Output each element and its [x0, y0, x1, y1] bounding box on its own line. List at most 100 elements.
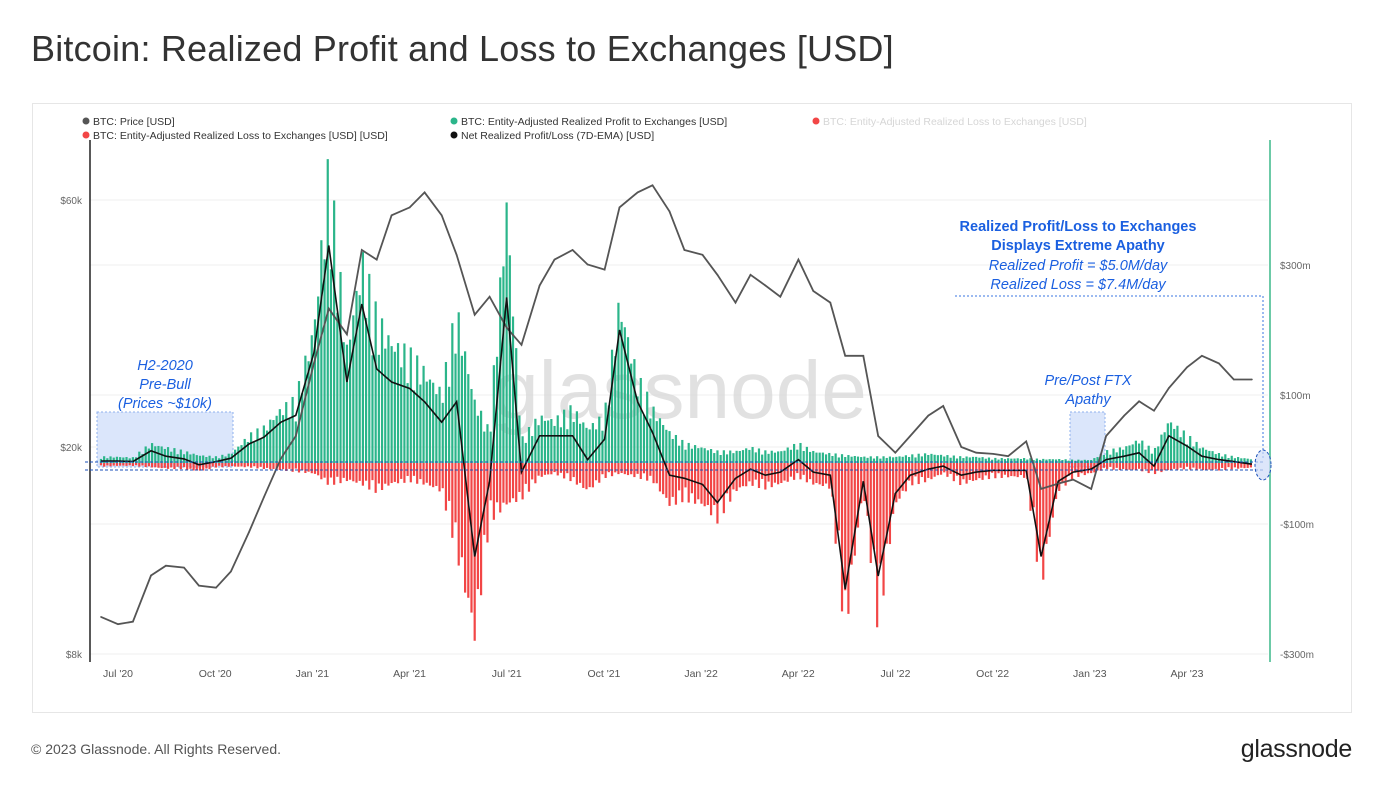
profit-bar — [831, 456, 834, 463]
loss-bar — [106, 463, 109, 466]
profit-bar — [566, 429, 569, 463]
profit-bar — [416, 355, 419, 463]
profit-bar — [1141, 440, 1144, 463]
loss-bar — [559, 463, 563, 473]
profit-bar — [1035, 458, 1038, 463]
loss-bar — [1035, 463, 1038, 562]
profit-bar — [828, 452, 831, 463]
loss-bar — [850, 463, 853, 565]
profit-bar — [642, 414, 646, 463]
profit-bar — [1010, 458, 1013, 463]
profit-bar — [464, 351, 467, 463]
loss-bar — [214, 463, 218, 468]
price-point — [150, 574, 152, 577]
profit-bar — [607, 405, 610, 463]
profit-bar — [422, 365, 425, 463]
profit-bar — [361, 252, 364, 463]
loss-bar — [955, 463, 959, 476]
profit-bar — [946, 455, 949, 463]
price-point — [473, 313, 476, 316]
loss-bar — [572, 463, 575, 478]
profit-bar — [189, 454, 192, 463]
annotation-text: Pre/Post FTX — [1044, 373, 1132, 389]
profit-bar — [269, 419, 272, 463]
profit-bar — [713, 453, 716, 463]
profit-bar — [192, 453, 195, 463]
loss-bar — [495, 463, 499, 503]
profit-bar — [349, 339, 352, 463]
profit-bar — [1134, 440, 1137, 463]
loss-bar — [716, 463, 719, 524]
x-tick-label: Jan '22 — [684, 668, 718, 680]
profit-bar — [186, 451, 189, 463]
profit-bar — [1211, 451, 1214, 463]
profit-bar — [1054, 459, 1058, 463]
loss-bar — [626, 463, 630, 476]
price-point — [844, 354, 847, 357]
loss-bar — [1243, 463, 1246, 469]
profit-bar — [751, 446, 754, 463]
loss-bar — [208, 463, 211, 470]
loss-bar — [1122, 463, 1125, 469]
profit-bar — [674, 434, 678, 463]
profit-bar — [1150, 453, 1153, 463]
loss-bar — [1224, 463, 1227, 470]
loss-bar — [831, 463, 834, 497]
profit-bar — [534, 418, 537, 463]
price-point — [586, 263, 589, 266]
profit-bar — [460, 355, 464, 463]
price-line — [100, 184, 1252, 626]
loss-bar — [515, 463, 518, 502]
loss-bar — [432, 463, 435, 488]
profit-bar — [700, 447, 703, 463]
profit-bar — [479, 410, 483, 463]
loss-bar — [198, 463, 202, 471]
loss-bar — [697, 463, 700, 500]
profit-bar — [754, 452, 757, 463]
loss-bar — [898, 463, 901, 499]
loss-bar — [278, 463, 281, 470]
profit-bar — [157, 445, 160, 463]
profit-bar — [237, 446, 240, 463]
profit-bar — [904, 455, 908, 463]
loss-bar — [224, 463, 227, 466]
price-point — [749, 273, 752, 276]
profit-bar — [1019, 458, 1023, 463]
profit-bar — [1058, 459, 1061, 463]
price-point — [198, 584, 200, 587]
profit-bar — [390, 346, 393, 463]
profit-bar — [253, 442, 256, 463]
loss-bar — [425, 463, 428, 483]
loss-bar — [147, 463, 150, 467]
profit-bar — [377, 354, 380, 463]
loss-bar — [1086, 463, 1090, 474]
loss-bar — [317, 463, 320, 476]
profit-bar — [444, 361, 448, 463]
loss-bar — [537, 463, 540, 476]
loss-bar — [262, 463, 265, 469]
loss-bar — [939, 463, 943, 475]
profit-bar — [1182, 430, 1185, 463]
price-point — [862, 354, 865, 357]
loss-bar — [1058, 463, 1061, 491]
profit-bar — [892, 457, 895, 463]
profit-bar — [1026, 459, 1029, 463]
profit-bar — [262, 425, 265, 463]
profit-bar — [1179, 437, 1182, 463]
profit-bar — [729, 450, 732, 463]
loss-bar — [767, 463, 770, 482]
loss-bar — [623, 463, 626, 475]
profit-bar — [1144, 449, 1147, 463]
legend-marker — [812, 117, 820, 125]
profit-bar — [767, 453, 770, 463]
loss-bar — [428, 463, 432, 486]
loss-bar — [320, 463, 323, 480]
profit-bar — [195, 455, 198, 463]
loss-bar — [396, 463, 400, 484]
profit-bar — [796, 449, 799, 463]
loss-bar — [1208, 463, 1211, 470]
profit-bar — [789, 449, 793, 463]
profit-bar — [812, 450, 815, 463]
price-point — [797, 258, 800, 261]
glassnode-logo: glassnode — [1240, 735, 1353, 763]
